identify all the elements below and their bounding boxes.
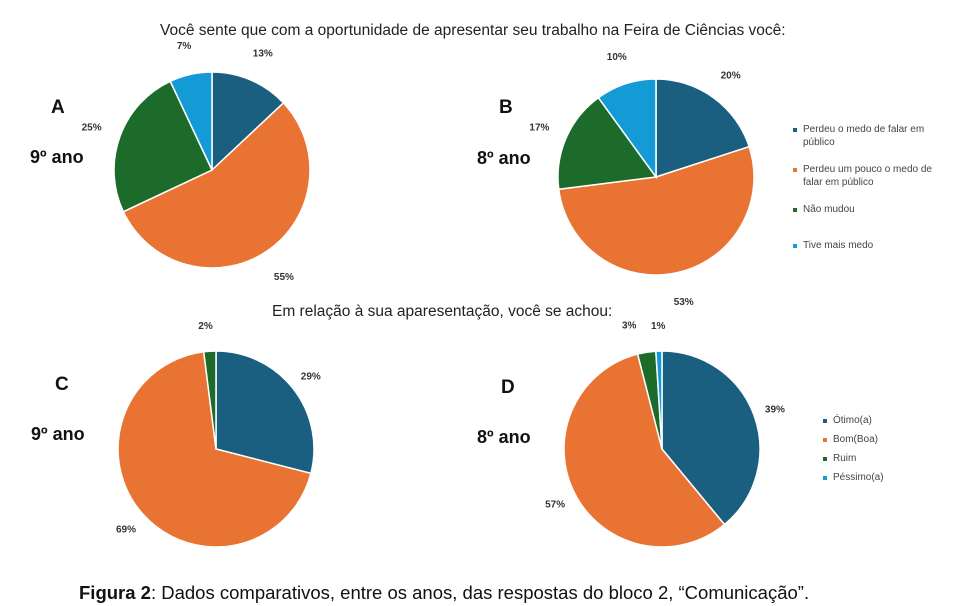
pie-b-slice-2 <box>557 96 658 191</box>
legend-1: Perdeu o medo de falar em público Perdeu… <box>793 123 933 252</box>
pie-d-data-label-0: 39% <box>765 404 785 415</box>
legend-2-label-2: Ruim <box>833 453 857 464</box>
pie-c-slice-0 <box>215 350 315 475</box>
legend-1-swatch-1 <box>793 168 797 172</box>
figure-caption-text: : Dados comparativos, entre os anos, das… <box>150 582 810 603</box>
pie-d-data-label-3: 1% <box>651 321 666 332</box>
pie-a-data-label-0: 13% <box>253 49 273 60</box>
panel-b-letter: B <box>499 97 513 118</box>
pie-b-data-label-2: 17% <box>529 123 549 134</box>
figure-caption-label: Figura 2 <box>79 582 151 603</box>
pie-d-slice-3 <box>655 350 663 450</box>
legend-2-label-3: Péssimo(a) <box>833 472 884 483</box>
legend-1-label-2: Não mudou <box>803 204 855 215</box>
pie-a-data-label-3: 7% <box>177 41 192 52</box>
panel-a-grade: 9º ano <box>30 147 84 167</box>
panel-c-grade: 9º ano <box>31 424 85 444</box>
legend-2-item-3: Péssimo(a) <box>823 471 933 484</box>
pie-b-slice-0 <box>655 78 751 179</box>
pie-c-data-label-0: 29% <box>301 372 321 383</box>
pie-a-slice-2 <box>113 80 213 213</box>
legend-1-swatch-0 <box>793 128 797 132</box>
pie-d-slice-0 <box>661 350 761 526</box>
panel-c-letter: C <box>55 374 69 395</box>
legend-1-item-3: Tive mais medo <box>793 239 933 252</box>
pie-d-data-label-2: 3% <box>622 321 637 332</box>
pie-a-slice-0 <box>211 71 285 172</box>
legend-2: Ótimo(a) Bom(Boa) Ruim Péssimo(a) <box>823 414 933 484</box>
pie-b-data-label-3: 10% <box>607 52 627 63</box>
legend-2-swatch-0 <box>823 419 827 423</box>
legend-1-label-0: Perdeu o medo de falar em público <box>803 124 925 148</box>
pie-a-data-label-1: 55% <box>274 272 294 283</box>
legend-1-swatch-3 <box>793 244 797 248</box>
pie-b-data-label-1: 53% <box>674 297 694 308</box>
legend-2-swatch-3 <box>823 476 827 480</box>
question-1-title: Você sente que com a oportunidade de apr… <box>160 22 786 39</box>
pie-b-data-label-0: 20% <box>721 70 741 81</box>
pie-b-slice-3 <box>597 78 657 180</box>
panel-d-letter: D <box>501 377 515 398</box>
panel-a-letter: A <box>51 97 65 118</box>
legend-2-swatch-1 <box>823 438 827 442</box>
pie-d-data-label-1: 57% <box>545 500 565 511</box>
legend-1-label-3: Tive mais medo <box>803 240 874 251</box>
pie-c-data-label-1: 69% <box>116 524 136 535</box>
pie-c-slice-2 <box>202 350 217 450</box>
legend-2-swatch-2 <box>823 457 827 461</box>
legend-1-label-1: Perdeu um pouco o medo de falar em públi… <box>803 164 932 188</box>
legend-1-item-1: Perdeu um pouco o medo de falar em públi… <box>793 163 933 189</box>
pie-a-data-label-2: 25% <box>82 123 102 134</box>
pie-c-data-label-2: 2% <box>198 321 213 332</box>
legend-2-item-0: Ótimo(a) <box>823 414 933 427</box>
pie-a-slice-1 <box>122 101 311 269</box>
legend-1-swatch-2 <box>793 208 797 212</box>
legend-2-label-0: Ótimo(a) <box>833 415 872 426</box>
legend-1-item-2: Não mudou <box>793 203 933 216</box>
pie-b-slice-1 <box>557 145 755 276</box>
legend-2-item-2: Ruim <box>823 452 933 465</box>
pie-d-slice-1 <box>563 353 726 548</box>
panel-d-grade: 8º ano <box>477 427 531 447</box>
question-2-title: Em relação à sua aparesentação, você se … <box>272 303 613 320</box>
legend-1-item-0: Perdeu o medo de falar em público <box>793 123 933 149</box>
pie-c-slice-1 <box>117 350 312 548</box>
figure-caption: Figura 2: Dados comparativos, entre os a… <box>79 582 809 604</box>
legend-2-item-1: Bom(Boa) <box>823 433 933 446</box>
legend-2-label-1: Bom(Boa) <box>833 434 879 445</box>
pie-a-slice-3 <box>169 71 213 171</box>
panel-b-grade: 8º ano <box>477 148 531 168</box>
